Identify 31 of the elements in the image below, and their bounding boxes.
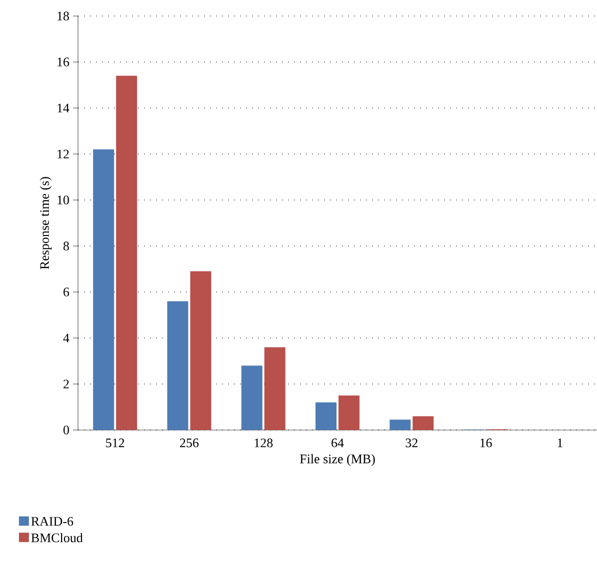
y-tick-label: 0 <box>63 426 69 434</box>
legend-label: RAID-6 <box>31 517 74 526</box>
bar <box>390 420 411 430</box>
y-tick-label: 6 <box>64 288 70 296</box>
bar <box>338 396 360 430</box>
x-tick-label: 32 <box>406 438 418 448</box>
legend-label: BMCloud <box>31 533 83 542</box>
bar <box>241 366 262 430</box>
y-tick-label: 12 <box>58 150 69 158</box>
bar <box>116 76 138 430</box>
x-tick-label: 16 <box>480 438 492 448</box>
x-tick-label: 128 <box>254 438 273 448</box>
x-axis-title: File size (MB) <box>300 454 375 466</box>
bar <box>264 347 286 430</box>
y-tick-label: 10 <box>58 196 69 204</box>
bar <box>93 149 114 430</box>
x-tick-label: 1 <box>558 438 562 448</box>
x-tick-label: 256 <box>180 438 199 448</box>
y-tick-label: 16 <box>58 58 70 66</box>
y-tick-label: 18 <box>58 12 69 20</box>
y-tick-label: 14 <box>58 104 70 112</box>
y-tick-label: 2 <box>64 380 69 388</box>
x-tick-label: 512 <box>106 438 124 448</box>
y-tick-label: 8 <box>63 242 69 250</box>
x-tick-label: 64 <box>332 438 344 448</box>
bar <box>190 271 212 430</box>
y-axis-title: Response time (s) <box>40 176 52 270</box>
y-tick-label: 4 <box>63 334 70 342</box>
bar <box>316 402 337 430</box>
bar <box>167 301 188 430</box>
bar <box>412 416 434 430</box>
